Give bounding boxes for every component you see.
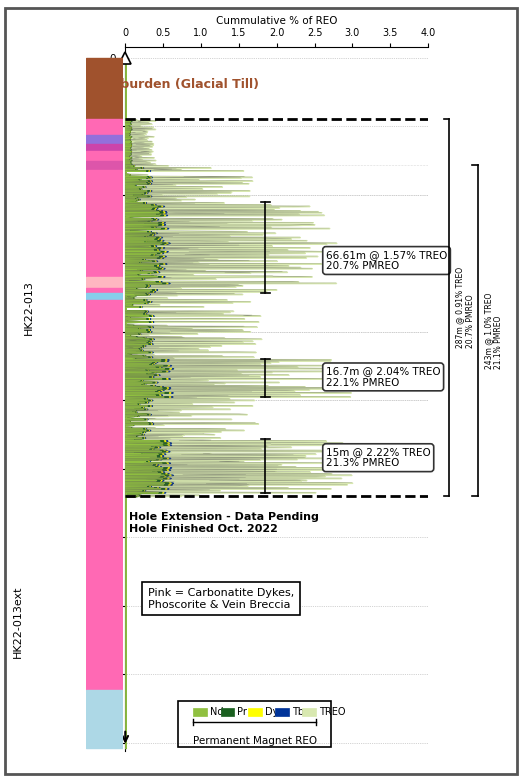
Text: 287m @ 0.91% TREO
20.7% PMREO: 287m @ 0.91% TREO 20.7% PMREO — [455, 267, 474, 348]
Text: Pr: Pr — [238, 708, 247, 717]
Text: 16.7m @ 2.04% TREO
22.1% PMREO: 16.7m @ 2.04% TREO 22.1% PMREO — [326, 366, 441, 388]
Text: Nd: Nd — [210, 708, 223, 717]
Text: Dy: Dy — [265, 708, 278, 717]
Bar — [86, 160, 123, 170]
Bar — [178, 701, 331, 747]
Bar — [275, 708, 289, 716]
Bar — [86, 135, 123, 144]
Text: 243m @ 1.0% TREO
21.1% PMREO: 243m @ 1.0% TREO 21.1% PMREO — [484, 292, 503, 368]
X-axis label: Cummulative % of REO: Cummulative % of REO — [216, 16, 337, 26]
Bar — [86, 288, 123, 293]
Bar — [221, 708, 234, 716]
Text: Pink = Carbonatite Dykes,
Phoscorite & Vein Breccia: Pink = Carbonatite Dykes, Phoscorite & V… — [148, 588, 294, 609]
Bar — [193, 708, 207, 716]
Bar — [86, 277, 123, 288]
Bar — [86, 120, 123, 135]
Bar — [302, 708, 316, 716]
Bar — [86, 144, 123, 151]
Text: Tb: Tb — [292, 708, 304, 717]
Text: Overburden (Glacial Till): Overburden (Glacial Till) — [88, 78, 259, 91]
Text: HK22-013ext: HK22-013ext — [13, 586, 23, 658]
Text: Permanent Magnet REO: Permanent Magnet REO — [193, 736, 317, 746]
Bar — [86, 58, 123, 120]
Text: 66.61m @ 1.57% TREO
20.7% PMREO: 66.61m @ 1.57% TREO 20.7% PMREO — [326, 249, 447, 271]
Bar — [86, 496, 123, 691]
Bar — [86, 300, 123, 496]
Text: TREO: TREO — [319, 708, 346, 717]
Text: Hole Extension - Data Pending
Hole Finished Oct. 2022: Hole Extension - Data Pending Hole Finis… — [129, 512, 319, 534]
Bar — [86, 151, 123, 160]
Bar — [86, 170, 123, 277]
Bar — [248, 708, 262, 716]
Bar — [86, 293, 123, 300]
Text: HK22-013: HK22-013 — [23, 280, 34, 335]
Text: 15m @ 2.22% TREO
21.3% PMREO: 15m @ 2.22% TREO 21.3% PMREO — [326, 447, 431, 468]
Bar — [86, 691, 123, 748]
